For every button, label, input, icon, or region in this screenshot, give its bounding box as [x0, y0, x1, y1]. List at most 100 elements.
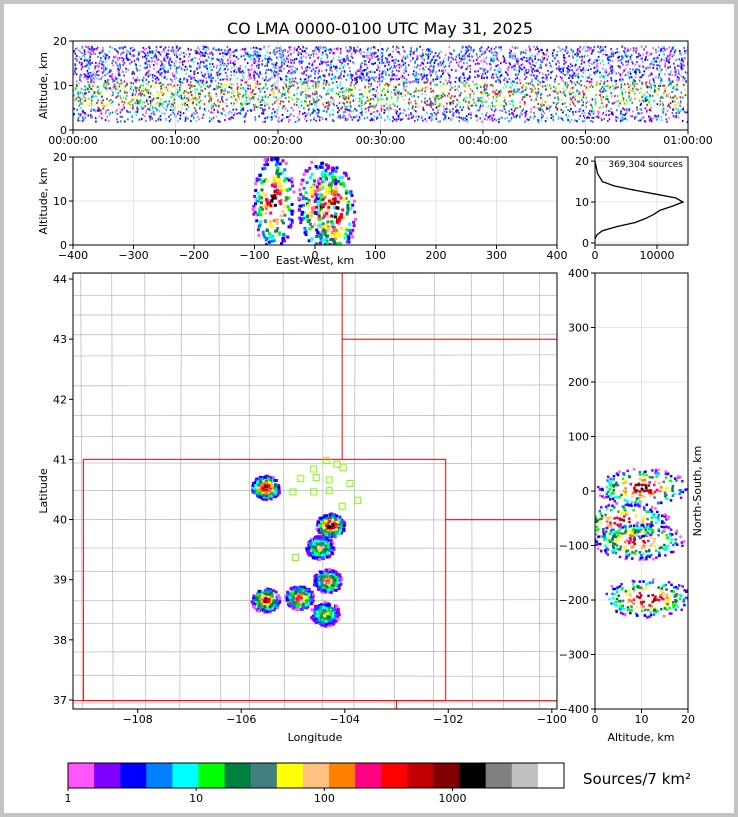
time-height-source	[525, 86, 527, 89]
time-height-source	[612, 70, 614, 73]
time-height-source	[190, 76, 192, 79]
time-height-source	[288, 119, 290, 122]
time-height-source	[261, 59, 264, 62]
time-height-source	[570, 118, 573, 121]
time-height-source	[149, 100, 152, 103]
time-height-source	[462, 106, 465, 109]
time-height-source	[201, 52, 204, 55]
time-height-source	[219, 85, 222, 88]
time-height-source	[668, 117, 671, 120]
time-height-source	[429, 104, 431, 107]
time-height-source	[489, 62, 491, 65]
time-height-source	[159, 115, 162, 118]
time-height-source	[151, 107, 154, 110]
time-height-source	[74, 67, 77, 70]
time-height-source	[671, 80, 674, 83]
time-height-source	[175, 50, 178, 53]
time-height-source	[208, 76, 210, 79]
time-height-source	[561, 77, 564, 80]
time-height-source	[430, 102, 432, 105]
time-height-source	[102, 107, 105, 110]
time-height-source	[266, 64, 268, 67]
time-height-source	[641, 57, 643, 60]
time-height-source	[430, 80, 432, 83]
time-height-source	[424, 90, 426, 93]
time-height-source	[425, 77, 428, 80]
time-height-source	[299, 80, 302, 83]
time-height-source	[381, 48, 383, 51]
time-height-source	[247, 95, 250, 98]
time-height-source	[148, 69, 151, 72]
time-height-source	[349, 46, 351, 49]
time-height-source	[567, 50, 569, 53]
time-height-source	[74, 99, 77, 102]
time-height-source	[279, 78, 282, 81]
time-height-source	[355, 77, 358, 80]
time-height-source	[477, 75, 479, 78]
time-height-source	[289, 114, 291, 117]
time-height-source	[642, 100, 645, 103]
time-height-source	[367, 79, 370, 82]
time-height-source	[546, 107, 548, 110]
time-height-source	[136, 106, 138, 109]
time-height-source	[348, 66, 351, 69]
time-height-source	[94, 68, 96, 71]
time-height-source	[470, 104, 473, 107]
time-height-source	[140, 84, 142, 87]
time-height-source	[656, 64, 658, 67]
time-height-source	[435, 116, 437, 119]
time-height-source	[473, 83, 476, 86]
time-height-source	[484, 88, 486, 91]
time-height-source	[318, 119, 321, 122]
time-height-source	[576, 51, 578, 54]
time-height-source	[307, 54, 310, 57]
time-height-source	[339, 67, 341, 70]
time-height-source	[465, 49, 467, 52]
time-height-source	[157, 118, 160, 121]
time-height-source	[358, 104, 360, 107]
time-height-source	[629, 84, 632, 87]
time-height-source	[98, 74, 100, 77]
time-height-source	[202, 45, 205, 48]
time-height-source	[480, 97, 482, 100]
time-height-source	[201, 74, 204, 77]
time-height-source	[245, 51, 248, 54]
time-height-source	[357, 119, 360, 122]
time-height-source	[226, 51, 228, 54]
time-height-source	[508, 55, 510, 58]
time-height-source	[205, 64, 208, 67]
time-height-source	[495, 53, 498, 56]
time-height-source	[287, 71, 290, 74]
time-height-source	[197, 46, 199, 49]
time-height-source	[296, 92, 298, 95]
time-height-source	[525, 49, 527, 52]
time-height-source	[329, 112, 332, 115]
time-height-source	[148, 47, 151, 50]
time-height-source	[578, 100, 580, 103]
time-height-source	[517, 73, 520, 76]
time-height-source	[423, 109, 425, 112]
time-height-source	[200, 60, 202, 63]
time-height-source	[97, 99, 99, 102]
time-height-source	[493, 47, 496, 50]
time-height-source	[184, 65, 186, 68]
time-height-source	[436, 94, 439, 97]
time-height-source	[92, 52, 95, 55]
time-height-source	[553, 57, 556, 60]
time-height-source	[104, 68, 107, 71]
time-height-source	[662, 53, 665, 56]
time-height-source	[651, 61, 653, 64]
time-height-source	[373, 99, 375, 102]
time-height-source	[196, 80, 198, 83]
time-height-source	[686, 108, 688, 111]
time-height-source	[618, 104, 620, 107]
time-height-source	[644, 83, 647, 86]
time-height-source	[90, 99, 93, 102]
time-height-source	[516, 57, 519, 60]
time-height-source	[565, 46, 568, 49]
time-height-source	[663, 92, 665, 95]
time-height-source	[372, 77, 374, 80]
time-height-source	[343, 117, 345, 120]
time-height-source	[395, 69, 398, 72]
time-height-source	[93, 71, 95, 74]
